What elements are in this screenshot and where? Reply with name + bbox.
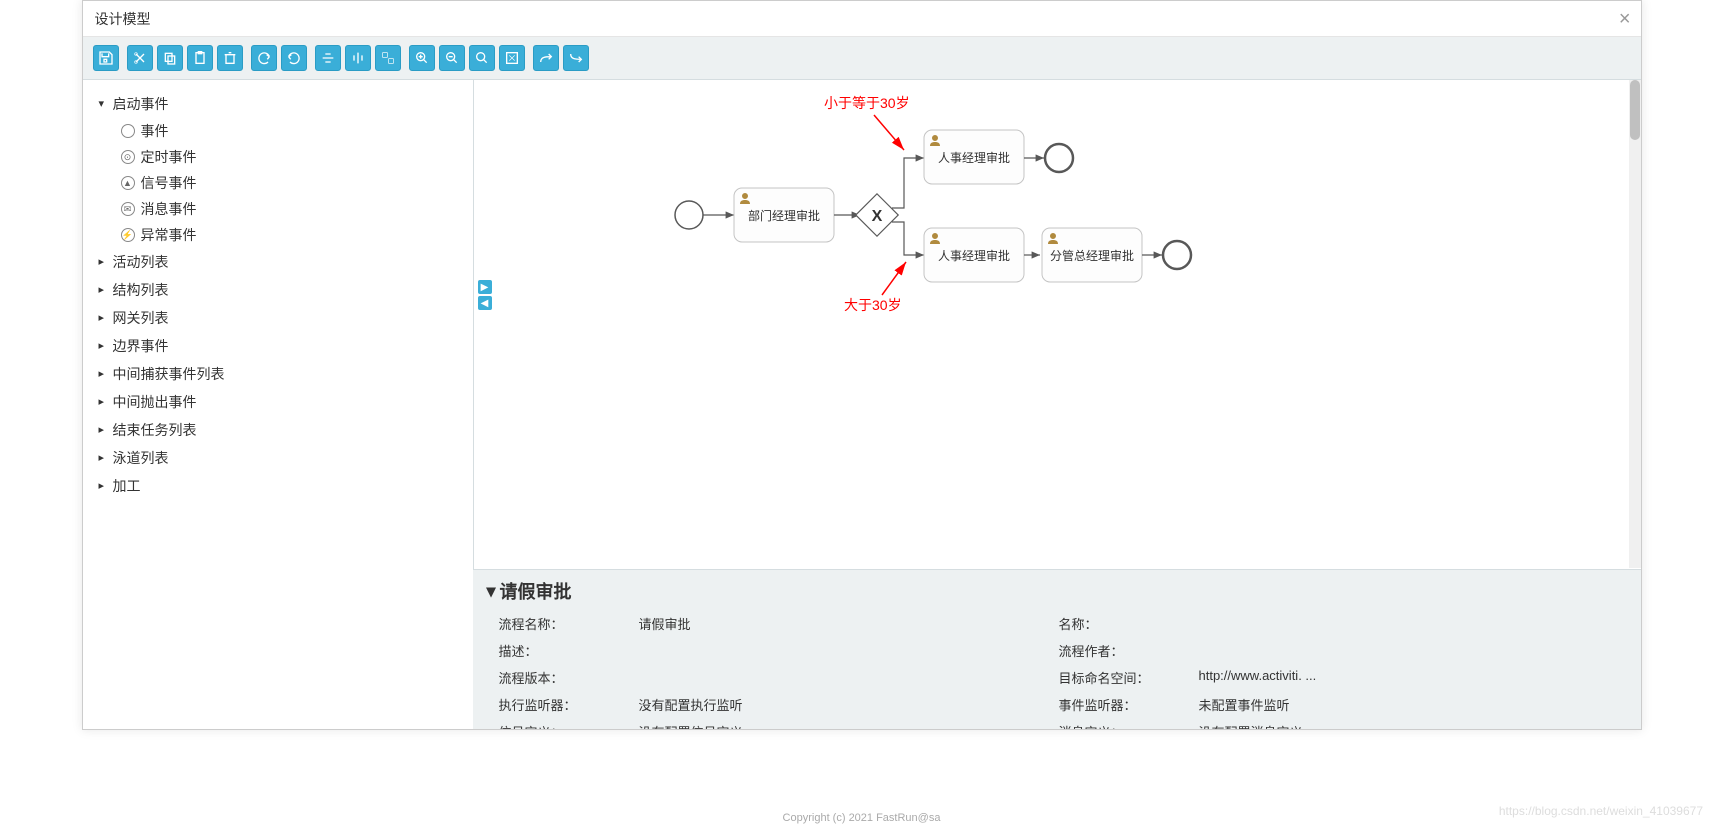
prop-cell[interactable]: 没有配置执行监听	[639, 695, 1059, 714]
copy-button[interactable]	[157, 45, 183, 71]
prop-cell: 信号定义：	[499, 722, 639, 729]
bend-remove-button[interactable]	[563, 45, 589, 71]
footer-copyright: Copyright (c) 2021 FastRun@sa	[0, 812, 1723, 824]
palette-group-swimlane[interactable]: ▸泳道列表	[99, 444, 457, 472]
svg-text:人事经理审批: 人事经理审批	[937, 248, 1009, 263]
prop-cell: 执行监听器：	[499, 695, 639, 714]
properties-title[interactable]: ▾请假审批	[487, 578, 1627, 604]
red-arrow-top	[874, 115, 904, 150]
task-dept-manager[interactable]: 部门经理审批	[734, 188, 834, 242]
palette-group-activities[interactable]: ▸活动列表	[99, 248, 457, 276]
prop-cell: 名称：	[1059, 614, 1199, 633]
edge-gw-t3[interactable]	[892, 222, 924, 255]
exclusive-gateway[interactable]: X	[855, 194, 897, 236]
svg-text:人事经理审批: 人事经理审批	[937, 150, 1009, 165]
palette-item-signal-event[interactable]: ▲信号事件	[121, 170, 457, 196]
scrollbar-thumb[interactable]	[1630, 80, 1640, 140]
prop-cell[interactable]	[1199, 641, 1619, 660]
svg-text:X: X	[871, 208, 882, 225]
palette-item-message-event[interactable]: ✉消息事件	[121, 196, 457, 222]
align-h-button[interactable]	[315, 45, 341, 71]
watermark: https://blog.csdn.net/weixin_41039677	[1499, 804, 1703, 818]
align-v-button[interactable]	[345, 45, 371, 71]
prop-cell[interactable]: 没有配置信号定义	[639, 722, 1059, 729]
palette-group-catch[interactable]: ▸中间捕获事件列表	[99, 360, 457, 388]
zoom-actual-button[interactable]	[499, 45, 525, 71]
canvas-scrollbar[interactable]	[1629, 80, 1641, 568]
design-model-dialog: 设计模型 ×	[82, 0, 1642, 730]
palette-group-gateways[interactable]: ▸网关列表	[99, 304, 457, 332]
end-event-2[interactable]	[1163, 241, 1191, 269]
zoom-fit-button[interactable]	[469, 45, 495, 71]
prop-cell: 消息定义：	[1059, 722, 1199, 729]
paste-button[interactable]	[187, 45, 213, 71]
end-event-1[interactable]	[1045, 144, 1073, 172]
zoom-out-button[interactable]	[439, 45, 465, 71]
properties-panel: ▾请假审批 流程名称：请假审批名称： 描述： 流程作者： 流程版本： 目标命名空间：ht…	[473, 569, 1641, 729]
undo-button[interactable]	[281, 45, 307, 71]
prop-cell[interactable]	[639, 668, 1059, 687]
redo-button[interactable]	[251, 45, 277, 71]
red-arrow-bottom	[882, 262, 906, 295]
prop-cell: 事件监听器：	[1059, 695, 1199, 714]
prop-cell[interactable]: 未配置事件监听	[1199, 695, 1619, 714]
prop-cell: 目标命名空间：	[1059, 668, 1199, 687]
start-event[interactable]	[675, 201, 703, 229]
prop-cell: 流程作者：	[1059, 641, 1199, 660]
cut-button[interactable]	[127, 45, 153, 71]
task-vp[interactable]: 分管总经理审批	[1042, 228, 1142, 282]
same-size-button[interactable]	[375, 45, 401, 71]
svg-text:部门经理审批: 部门经理审批	[747, 208, 819, 223]
properties-grid: 流程名称：请假审批名称： 描述： 流程作者： 流程版本： 目标命名空间：http://w…	[487, 614, 1627, 729]
prop-cell: 流程版本：	[499, 668, 639, 687]
toolbar	[83, 37, 1641, 80]
dialog-header: 设计模型 ×	[83, 1, 1641, 37]
prop-cell[interactable]: 请假审批	[639, 614, 1059, 633]
palette-item-event[interactable]: 事件	[121, 118, 457, 144]
palette-item-error-event[interactable]: ⚡异常事件	[121, 222, 457, 248]
prop-cell[interactable]	[1199, 614, 1619, 633]
task-hr-bottom[interactable]: 人事经理审批	[924, 228, 1024, 282]
palette-group-start-events[interactable]: ▾启动事件	[99, 90, 457, 118]
annotation-bottom: 大于30岁	[844, 297, 902, 313]
prop-cell[interactable]: 没有配置消息定义	[1199, 722, 1619, 729]
prop-cell: 流程名称：	[499, 614, 639, 633]
palette-group-throw[interactable]: ▸中间抛出事件	[99, 388, 457, 416]
task-hr-top[interactable]: 人事经理审批	[924, 130, 1024, 184]
palette-group-artifact[interactable]: ▸加工	[99, 472, 457, 500]
dialog-title: 设计模型	[95, 11, 151, 27]
edge-gw-t2[interactable]	[892, 158, 924, 208]
palette-group-boundary[interactable]: ▸边界事件	[99, 332, 457, 360]
svg-text:分管总经理审批: 分管总经理审批	[1049, 248, 1133, 263]
zoom-in-button[interactable]	[409, 45, 435, 71]
prop-cell: 描述：	[499, 641, 639, 660]
bend-add-button[interactable]	[533, 45, 559, 71]
prop-cell[interactable]	[639, 641, 1059, 660]
delete-button[interactable]	[217, 45, 243, 71]
close-icon[interactable]: ×	[1619, 1, 1631, 37]
bpmn-diagram: 部门经理审批 X 人事经理审批	[474, 80, 1641, 520]
annotation-top: 小于等于30岁	[824, 95, 910, 111]
palette-item-timer-event[interactable]: ⊙定时事件	[121, 144, 457, 170]
palette-group-structures[interactable]: ▸结构列表	[99, 276, 457, 304]
palette-group-end[interactable]: ▸结束任务列表	[99, 416, 457, 444]
prop-cell[interactable]: http://www.activiti. ...	[1199, 668, 1619, 687]
palette-sidebar: ▾启动事件 事件 ⊙定时事件 ▲信号事件 ✉消息事件 ⚡异常事件 ▸活动列表 ▸…	[83, 80, 473, 728]
save-button[interactable]	[93, 45, 119, 71]
